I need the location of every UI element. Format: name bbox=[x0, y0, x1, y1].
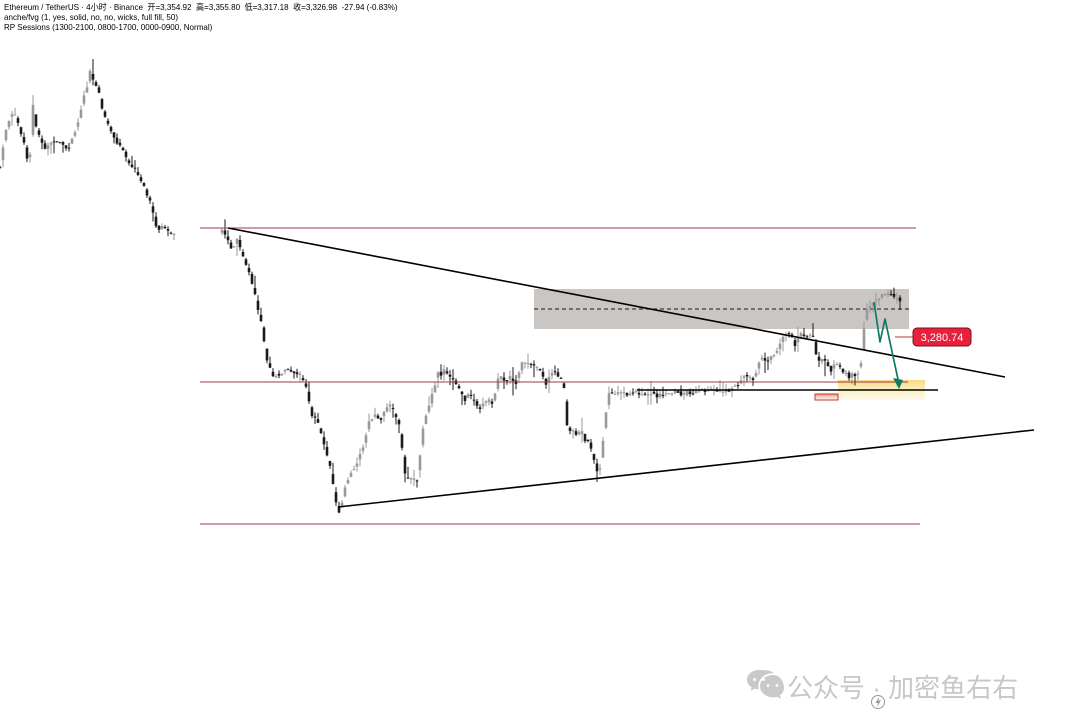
svg-text:3,280.74: 3,280.74 bbox=[921, 332, 964, 344]
